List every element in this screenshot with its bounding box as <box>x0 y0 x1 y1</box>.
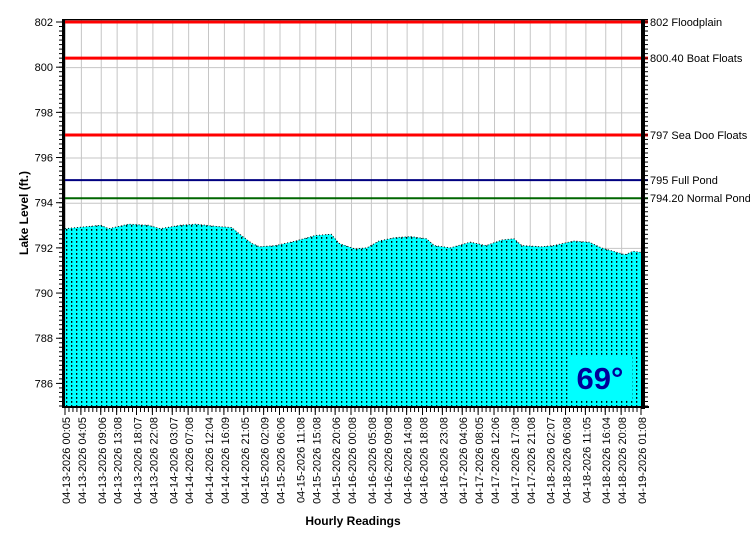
x-axis-tick-label: 04-17-2026 08:05 <box>474 417 486 504</box>
x-axis-tick-label: 04-15-2026 20:06 <box>331 417 343 504</box>
x-axis-tick-label: 04-13-2026 18:07 <box>133 417 145 504</box>
x-axis-tick-label: 04-14-2026 21:05 <box>240 417 252 504</box>
reference-line-label: 794.20 Normal Pond <box>650 193 750 205</box>
reference-line-label: 802 Floodplain <box>650 17 722 29</box>
y-axis-tick-label: 800 <box>35 62 53 74</box>
x-axis-tick-label: 04-13-2026 04:05 <box>77 417 89 504</box>
x-axis-tick-label: 04-17-2026 17:08 <box>510 417 522 504</box>
temperature-value: 69° <box>576 361 624 396</box>
x-axis-tick-label: 04-16-2026 18:08 <box>419 417 431 504</box>
reference-line-label: 797 Sea Doo Floats <box>650 130 748 142</box>
y-axis-tick-label: 792 <box>35 243 53 255</box>
y-axis-line <box>62 20 65 408</box>
y-axis-tick-label: 798 <box>35 107 53 119</box>
x-axis-tick-label: 04-16-2026 23:08 <box>438 417 450 504</box>
y-axis-tick-label: 802 <box>35 17 53 29</box>
reference-line-label: 795 Full Pond <box>650 175 718 187</box>
x-axis-tick-label: 04-18-2026 02:07 <box>546 417 558 504</box>
x-axis-tick-label: 04-18-2026 06:08 <box>562 417 574 504</box>
x-axis-tick-label: 04-17-2026 12:06 <box>490 417 502 504</box>
plot-top-border <box>62 19 648 21</box>
y-axis-tick-label: 786 <box>35 378 53 390</box>
x-axis-tick-label: 04-16-2026 09:08 <box>383 417 395 504</box>
temperature-badge: 69° <box>568 357 632 401</box>
x-axis-tick-label: 04-18-2026 20:08 <box>617 417 629 504</box>
y-axis-tick-label: 788 <box>35 333 53 345</box>
y-axis-tick-label: 796 <box>35 153 53 165</box>
x-axis-tick-label: 04-15-2026 02:09 <box>260 417 272 504</box>
x-axis-tick-label: 04-15-2026 11:08 <box>295 417 307 503</box>
x-axis-tick-label: 04-13-2026 13:08 <box>113 417 125 504</box>
x-axis-tick-label: 04-14-2026 03:07 <box>168 417 180 504</box>
y-axis-tick-label: 794 <box>35 198 53 210</box>
x-axis-tick-label: 04-15-2026 06:06 <box>276 417 288 504</box>
x-axis-tick-label: 04-15-2026 15:08 <box>311 417 323 504</box>
x-axis-tick-label: 04-18-2026 16:04 <box>601 417 613 504</box>
x-axis-title: Hourly Readings <box>305 514 401 528</box>
x-axis-tick-label: 04-18-2026 11:05 <box>581 417 593 503</box>
y-axis-title: Lake Level (ft.) <box>17 170 31 256</box>
x-axis-tick-label: 04-17-2026 21:08 <box>526 417 538 504</box>
reference-line-label: 800.40 Boat Floats <box>650 53 743 65</box>
x-axis-tick-label: 04-13-2026 22:08 <box>148 417 160 504</box>
x-axis-line <box>62 406 649 408</box>
x-axis-tick-label: 04-19-2026 01:08 <box>637 417 649 504</box>
right-axis-line <box>641 20 645 409</box>
x-axis-tick-label: 04-14-2026 07:08 <box>184 417 196 504</box>
x-axis-tick-label: 04-16-2026 00:08 <box>347 417 359 504</box>
x-axis-tick-label: 04-13-2026 00:05 <box>61 417 73 504</box>
y-axis-tick-label: 790 <box>35 288 53 300</box>
x-axis-tick-label: 04-17-2026 04:06 <box>458 417 470 504</box>
lake-level-area <box>65 224 641 406</box>
x-axis-tick-label: 04-16-2026 05:08 <box>367 417 379 504</box>
x-axis-tick-label: 04-16-2026 14:08 <box>403 417 415 504</box>
x-axis-tick-label: 04-14-2026 12:04 <box>204 417 216 504</box>
x-axis-tick-label: 04-13-2026 09:06 <box>97 417 109 504</box>
x-axis-tick-label: 04-14-2026 16:09 <box>220 417 232 504</box>
